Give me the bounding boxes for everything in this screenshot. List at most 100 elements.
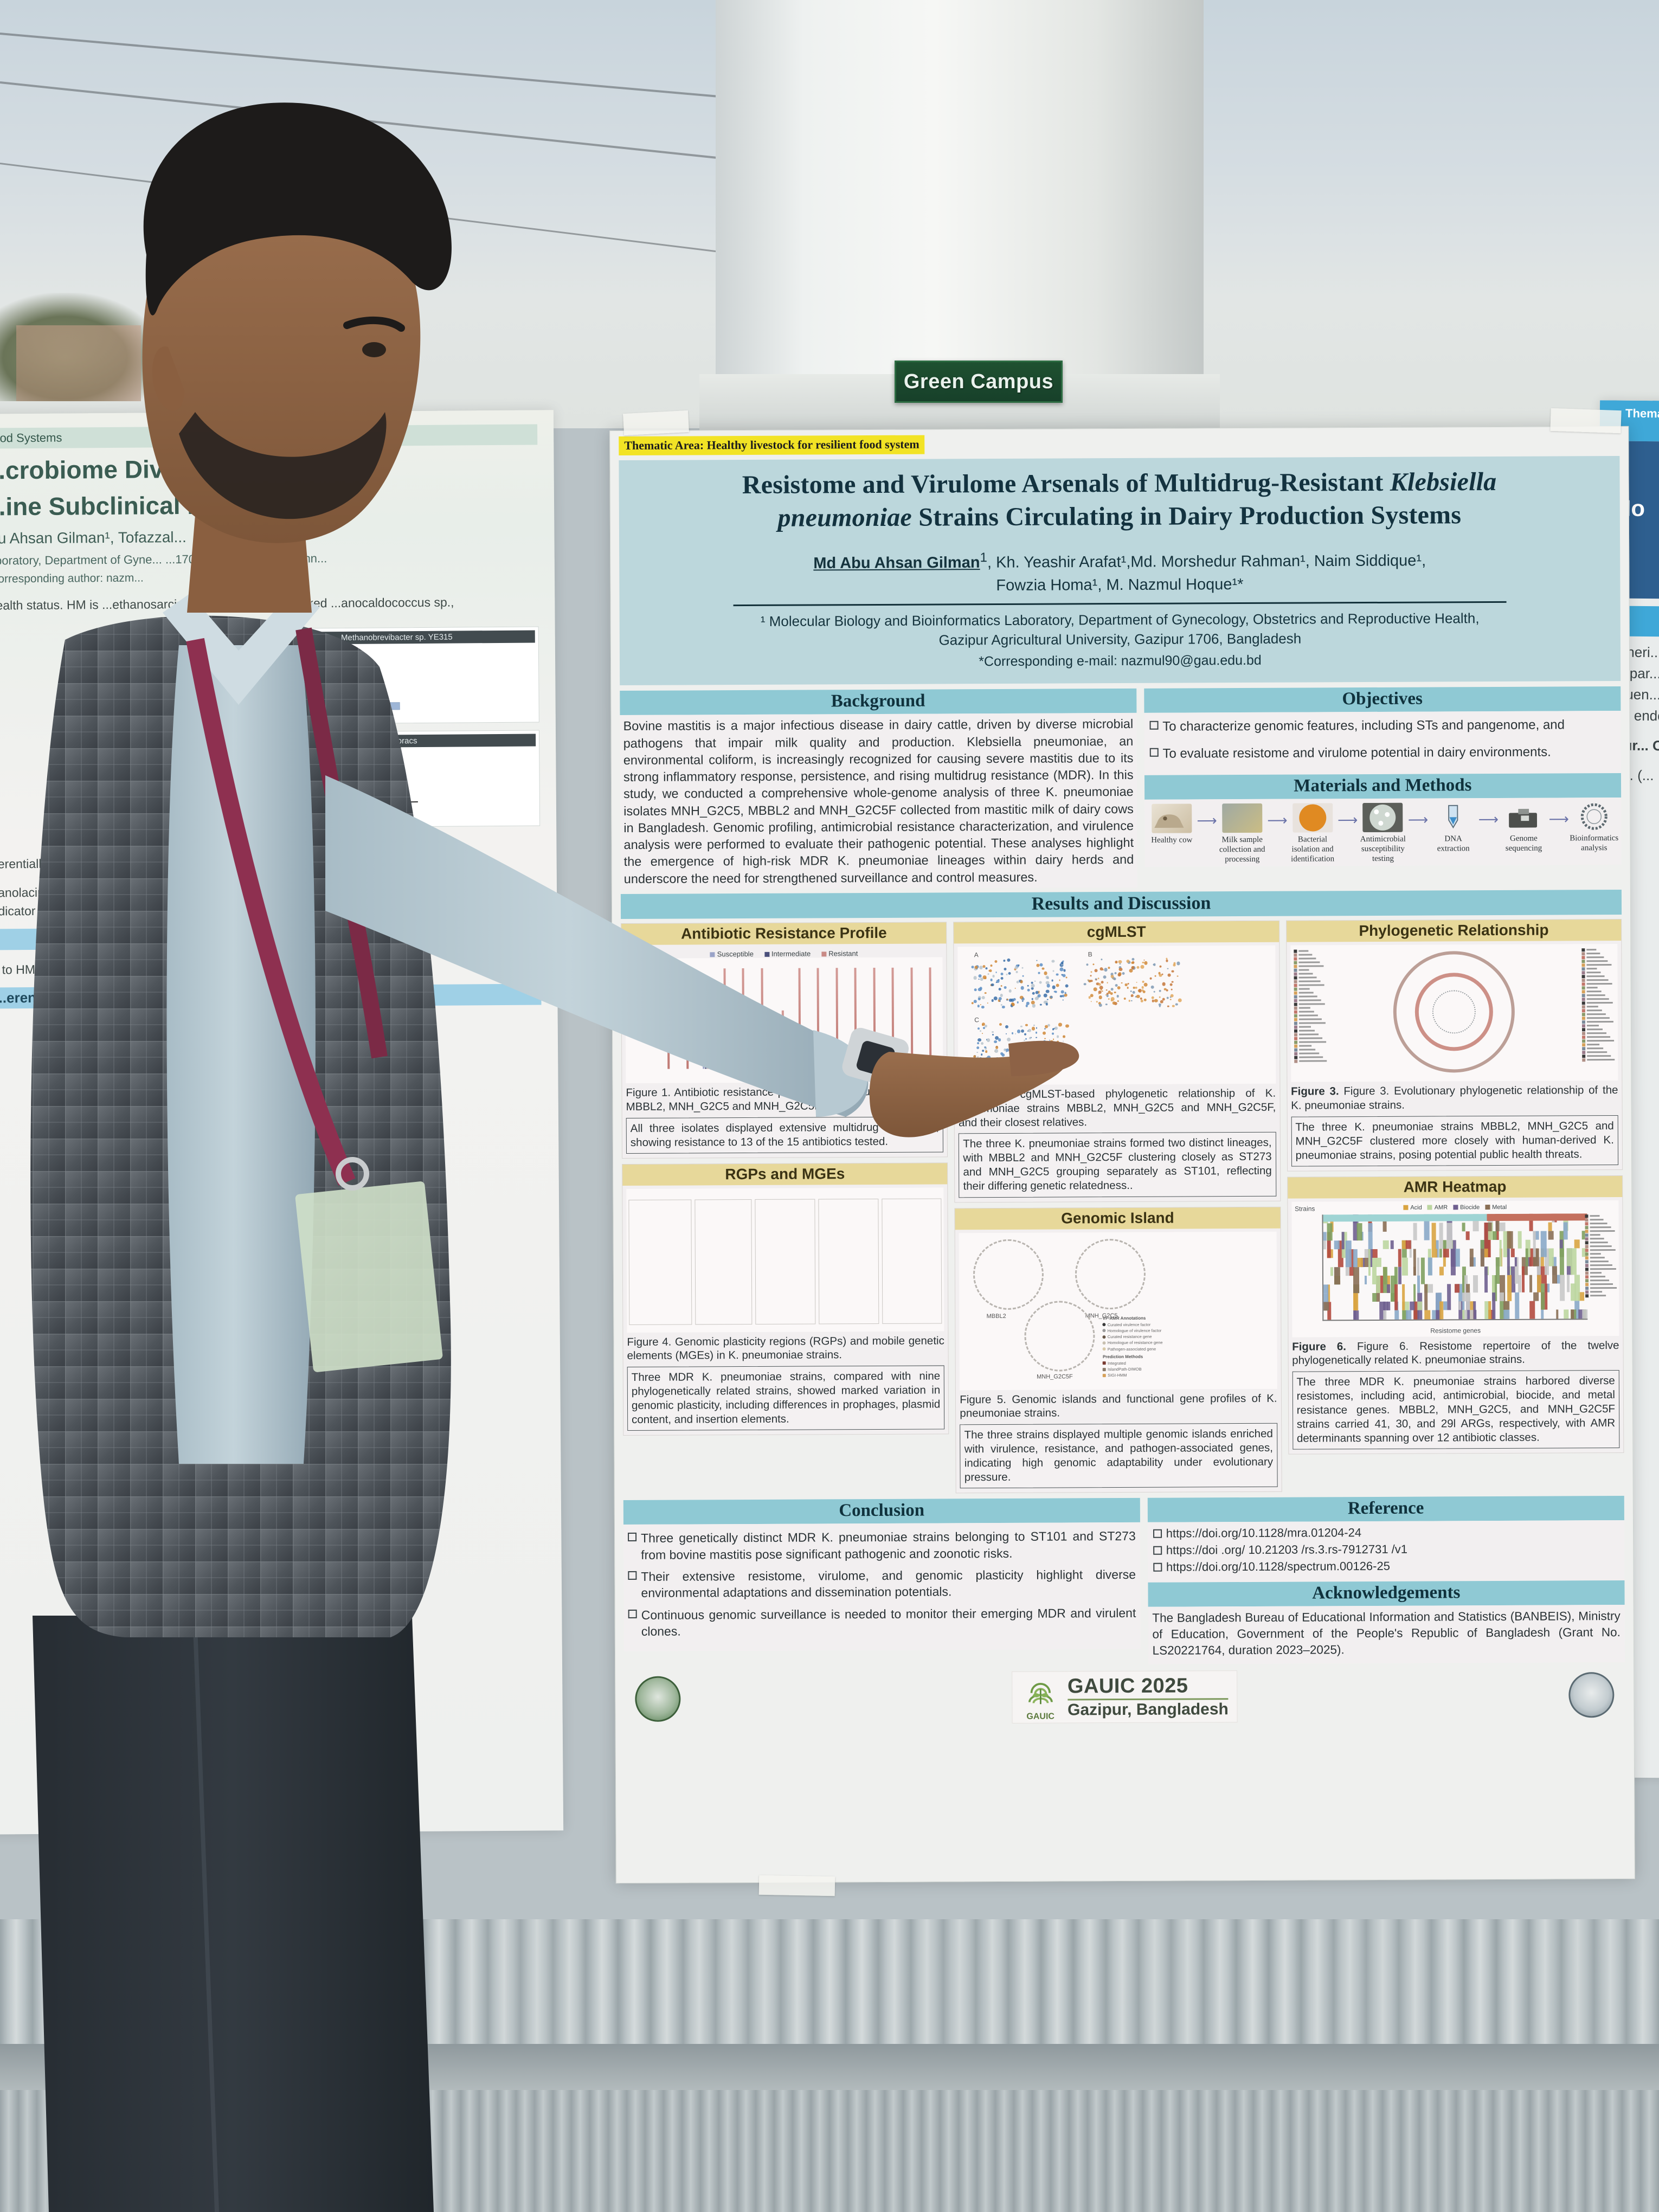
heatmap-cell [1466, 1293, 1470, 1310]
reference-link[interactable]: https://doi.org/10.1128/spectrum.00126-2… [1166, 1559, 1390, 1574]
bar [705, 1049, 706, 1069]
left-poster-references-band: ...erences [0, 984, 542, 1009]
cgmlst-cluster [1084, 957, 1187, 1012]
left-poster-title-line2: ...ine Subclinical Mastit... [0, 488, 538, 521]
conclusion-item: Their extensive resistome, virulome, and… [628, 1566, 1136, 1602]
legend-swatch-row [1294, 1040, 1327, 1044]
left-poster-xtick: ANT [342, 814, 357, 822]
heatmap-cell [1465, 1231, 1470, 1240]
legend-swatch-row [1294, 968, 1326, 972]
heatmap-cell [1406, 1310, 1411, 1319]
legend-swatch-row [1294, 957, 1326, 960]
heatmap-cell [1383, 1240, 1389, 1249]
legend-swatch-row [1582, 1028, 1615, 1031]
left-poster-fig-note: HM (Health) [256, 829, 540, 843]
legend-swatch-row [1582, 975, 1615, 978]
legend-swatch-row [1581, 960, 1614, 963]
methods-heading: Materials and Methods [1144, 773, 1622, 800]
objective-text: To evaluate resistome and virulome poten… [1162, 743, 1551, 762]
title-part-1: Resistome and Virulome Arsenals of Multi… [742, 468, 1390, 499]
bar-group [734, 962, 753, 1069]
legend-swatch-row [1294, 1048, 1327, 1051]
legend-swatch-row [1585, 1237, 1617, 1240]
university-logo-right [1568, 1672, 1614, 1718]
genome-circle-mbbl2 [973, 1239, 1044, 1310]
legend-swatch-row [1294, 1014, 1326, 1017]
heatmap-cell [1391, 1240, 1394, 1249]
heatmap-cell [1507, 1231, 1513, 1249]
heatmap-cell [1425, 1284, 1428, 1311]
methods-flow: Healthy cow ⟶ Milk sample collection and… [1144, 798, 1622, 867]
heatmap-cell [1564, 1310, 1569, 1319]
legend-swatch-row [1582, 1013, 1615, 1016]
heatmap-top-bar [1323, 1214, 1487, 1222]
bar [703, 1049, 704, 1069]
objectives-list: To characterize genomic features, includ… [1144, 711, 1621, 775]
panel-genomic-island: Genomic Island MBBL2 MNH_G2C5 MNH_G2C5F … [955, 1206, 1282, 1493]
reference-link[interactable]: https://doi .org/ 10.21203 /rs.3.rs-7912… [1166, 1542, 1407, 1558]
arrow-right-icon: ⟶ [1548, 811, 1568, 827]
legend-item: Resistant [821, 949, 858, 957]
acknowledgements-text: The Bangladesh Bureau of Educational Inf… [1148, 1605, 1625, 1664]
heatmap-cell [1428, 1258, 1432, 1275]
panel-amr-heatmap: AMR Heatmap Strains Acid AMR Biocide Met… [1287, 1175, 1624, 1455]
legend-swatch-row [1294, 949, 1326, 953]
legend-swatch-row [1582, 1054, 1615, 1058]
heatmap-cell [1368, 1223, 1372, 1250]
background-heading: Background [620, 689, 1136, 715]
legend-swatch-row [1582, 1024, 1615, 1027]
results-heading: Results and Discussion [621, 890, 1622, 919]
legend-swatch-row [1585, 1264, 1617, 1267]
legend-swatch-row [1585, 1218, 1617, 1221]
heatmap-cell [1384, 1310, 1387, 1321]
heatmap-cell [1552, 1266, 1558, 1283]
heatmap-cell [1462, 1223, 1465, 1231]
panel-callout: The three MDR K. pneumoniae strains harb… [1292, 1370, 1619, 1450]
panel-body: Strains Acid AMR Biocide Metal Resistome… [1288, 1197, 1623, 1455]
arrow-right-icon: ⟶ [1478, 811, 1499, 828]
legend-swatch-row [1294, 1018, 1327, 1021]
arrow-right-icon: ⟶ [1408, 811, 1428, 828]
legend-swatch-row [1582, 979, 1615, 982]
authors-rest: , Kh. Yeashir Arafat¹,Md. Morshedur Rahm… [987, 552, 1426, 571]
legend-swatch-row [1294, 995, 1326, 998]
cgmlst-chart: A B C [958, 946, 1276, 1085]
method-step-label: Bioinformatics analysis [1569, 833, 1619, 853]
bar-group [753, 962, 771, 1069]
heatmap-cell [1439, 1302, 1443, 1319]
heatmap-cell [1346, 1240, 1352, 1267]
heatmap-cell [1439, 1249, 1442, 1258]
subplot-label-a: A [974, 951, 979, 959]
y-tick: 100% [638, 963, 656, 971]
left-poster-body-4: ... to HM. ...hereas Halomicrobium ...nc… [0, 957, 541, 979]
subplot-label: MBBL2 [987, 1313, 1006, 1319]
legend-swatch-row [1582, 1009, 1615, 1012]
bar-group [846, 962, 865, 1068]
heatmap-cell [1323, 1302, 1329, 1311]
objective-item: To evaluate resistome and virulome poten… [1149, 743, 1615, 762]
heatmap-cell [1571, 1249, 1577, 1275]
reference-link[interactable]: https://doi.org/10.1128/mra.01204-24 [1166, 1526, 1362, 1541]
cgmlst-cluster [971, 958, 1074, 1013]
heatmap-cell [1417, 1302, 1422, 1310]
legend-label: AMR [1435, 1204, 1448, 1211]
legend-item: Pathogen-associated gene [1103, 1346, 1163, 1352]
legend-swatch-row [1582, 994, 1615, 997]
legend-swatch-row [1585, 1249, 1617, 1252]
rgp-subplot [818, 1199, 879, 1324]
rgp-subplot [628, 1199, 692, 1325]
heatmap-cell [1357, 1258, 1363, 1267]
heatmap-top-bar-2 [1487, 1213, 1587, 1221]
legend-label: Intermediate [771, 949, 811, 957]
thematic-area-wrap: Thematic Area: Healthy livestock for res… [619, 432, 1619, 460]
method-step: DNA extraction [1428, 802, 1478, 853]
phylogenetic-chart [1290, 944, 1618, 1082]
legend-label: Resistant [828, 949, 858, 957]
legend-swatch-row [1294, 976, 1326, 979]
method-step: Bioinformatics analysis [1569, 802, 1619, 853]
legend-swatch-row [1585, 1233, 1617, 1237]
figure-caption: Figure 3. Figure 3. Evolutionary phyloge… [1291, 1083, 1618, 1113]
heatmap-cell [1548, 1231, 1553, 1240]
rgp-subplot [695, 1199, 752, 1324]
panel-body: Figure 4. Genomic plasticity regions (RG… [622, 1184, 948, 1435]
